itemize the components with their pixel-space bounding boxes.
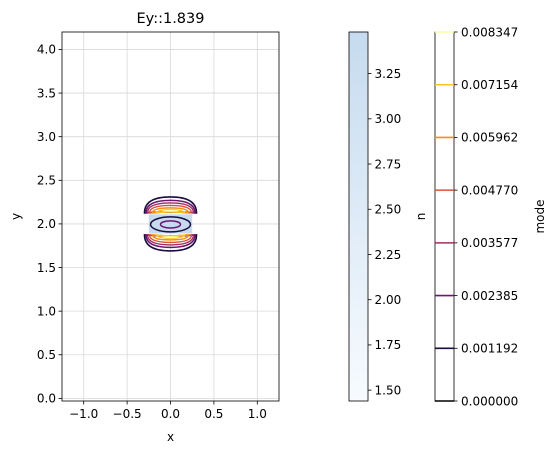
colorbar-n-tick-label: 2.25: [375, 248, 402, 262]
colorbar-n-tick-label: 2.00: [375, 293, 402, 307]
colorbar-n-tick-label: 1.50: [375, 383, 402, 397]
colorbar-mode-tick-label: 0.008347: [461, 25, 518, 39]
colorbar-mode: 0.000000 0.001192 0.002385 0.003577 0.004770…: [434, 25, 547, 408]
colorbar-n: 1.50 1.75 2.00 2.25 2.50 2.75 3.00 3.25 n: [348, 31, 428, 402]
y-tick-label: 1.5: [37, 261, 56, 275]
colorbar-mode-label: mode: [533, 199, 547, 233]
main-axes: −1.0 −0.5 0.0 0.5 1.0 0.0 0.5 1.0 1.5 2.0 2.5 3.0 3…: [9, 11, 280, 444]
waveguide-core: [148, 214, 193, 234]
y-tick-label: 2.5: [37, 174, 56, 188]
field-contours: [143, 196, 198, 252]
contour-line: [149, 216, 192, 233]
colorbar-n-label: n: [414, 213, 428, 221]
x-axis-ticks: −1.0 −0.5 0.0 0.5 1.0: [69, 401, 267, 421]
x-tick-label: −0.5: [113, 407, 142, 421]
lower-lobe: [143, 234, 198, 252]
contour-peak: [161, 208, 180, 213]
grid: [62, 32, 279, 401]
colorbar-n-tick-label: 3.00: [375, 112, 402, 126]
colorbar-mode-tick-label: 0.004770: [461, 183, 518, 197]
x-tick-label: 1.0: [248, 407, 267, 421]
colorbar-n-tick-label: 3.25: [375, 67, 402, 81]
colorbar-mode-ticks: 0.000000 0.001192 0.002385 0.003577 0.004770…: [454, 25, 518, 408]
y-axis-label: y: [9, 213, 23, 220]
colorbar-n-gradient: [349, 32, 368, 401]
colorbar-mode-levels: [435, 31, 454, 402]
upper-lobe: [143, 196, 198, 214]
y-tick-label: 3.5: [37, 86, 56, 100]
contour-peak: [161, 235, 180, 239]
colorbar-mode-tick-label: 0.003577: [461, 236, 518, 250]
colorbar-n-tick-label: 1.75: [375, 338, 402, 352]
y-tick-label: 2.0: [37, 217, 56, 231]
colorbar-n-tick-label: 2.50: [375, 203, 402, 217]
x-tick-label: 0.0: [161, 407, 180, 421]
x-axis-label: x: [167, 430, 174, 444]
y-tick-label: 1.0: [37, 304, 56, 318]
colorbar-mode-frame: [434, 31, 455, 402]
chart-title: Ey::1.839: [137, 11, 205, 27]
y-tick-label: 0.0: [37, 392, 56, 406]
colorbar-n-tick-label: 2.75: [375, 157, 402, 171]
colorbar-mode-tick-label: 0.001192: [461, 342, 518, 356]
colorbar-mode-tick-label: 0.005962: [461, 131, 518, 145]
colorbar-mode-tick-label: 0.007154: [461, 78, 518, 92]
colorbar-n-frame: [348, 31, 369, 402]
colorbar-mode-tick-label: 0.002385: [461, 289, 518, 303]
x-tick-label: 0.5: [204, 407, 223, 421]
colorbar-mode-tick-label: 0.000000: [461, 394, 518, 408]
y-tick-label: 3.0: [37, 130, 56, 144]
y-axis-ticks: 0.0 0.5 1.0 1.5 2.0 2.5 3.0 3.5 4.0: [37, 43, 62, 406]
x-tick-label: −1.0: [69, 407, 98, 421]
contour-line: [159, 220, 182, 229]
y-tick-label: 0.5: [37, 348, 56, 362]
colorbar-n-ticks: 1.50 1.75 2.00 2.25 2.50 2.75 3.00 3.25: [368, 67, 402, 397]
y-tick-label: 4.0: [37, 43, 56, 57]
